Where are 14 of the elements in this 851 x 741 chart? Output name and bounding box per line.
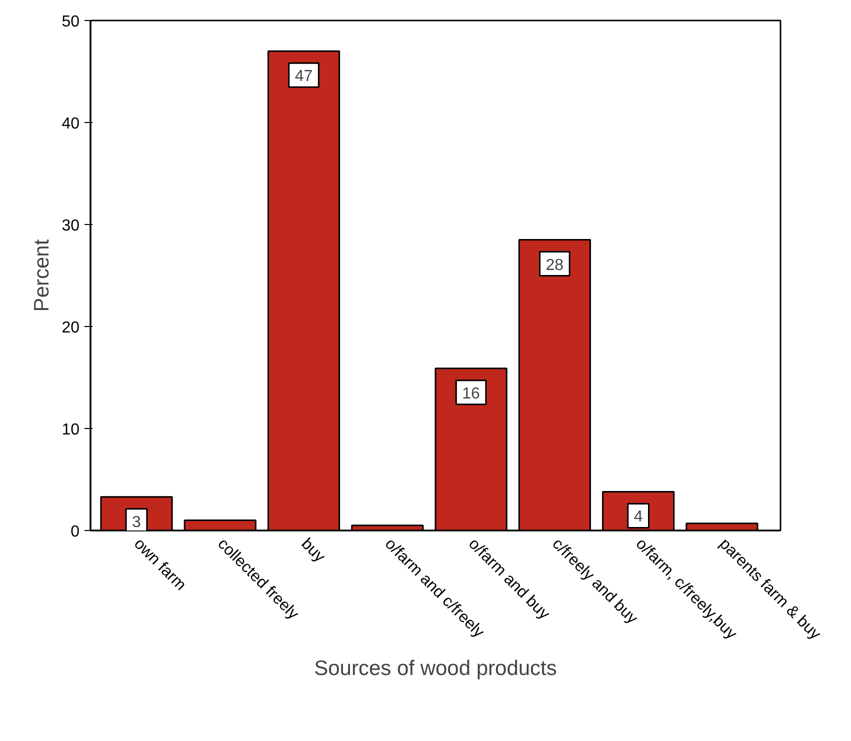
- data-label: 16: [462, 385, 480, 402]
- y-axis-title: Percent: [30, 239, 54, 312]
- data-label: 28: [546, 256, 564, 274]
- data-label: 47: [294, 68, 313, 86]
- x-axis-title: Sources of wood products: [314, 657, 557, 680]
- y-tick-label: 40: [62, 116, 80, 132]
- y-tick-label: 20: [62, 320, 80, 336]
- y-tick-label: 30: [62, 218, 80, 234]
- y-tick-label: 0: [70, 524, 80, 540]
- y-tick-label: 10: [62, 422, 80, 438]
- data-label: 3: [132, 514, 142, 531]
- data-label: 4: [634, 508, 643, 526]
- y-tick-label: 50: [62, 14, 80, 30]
- x-tick-label: buy: [298, 535, 328, 566]
